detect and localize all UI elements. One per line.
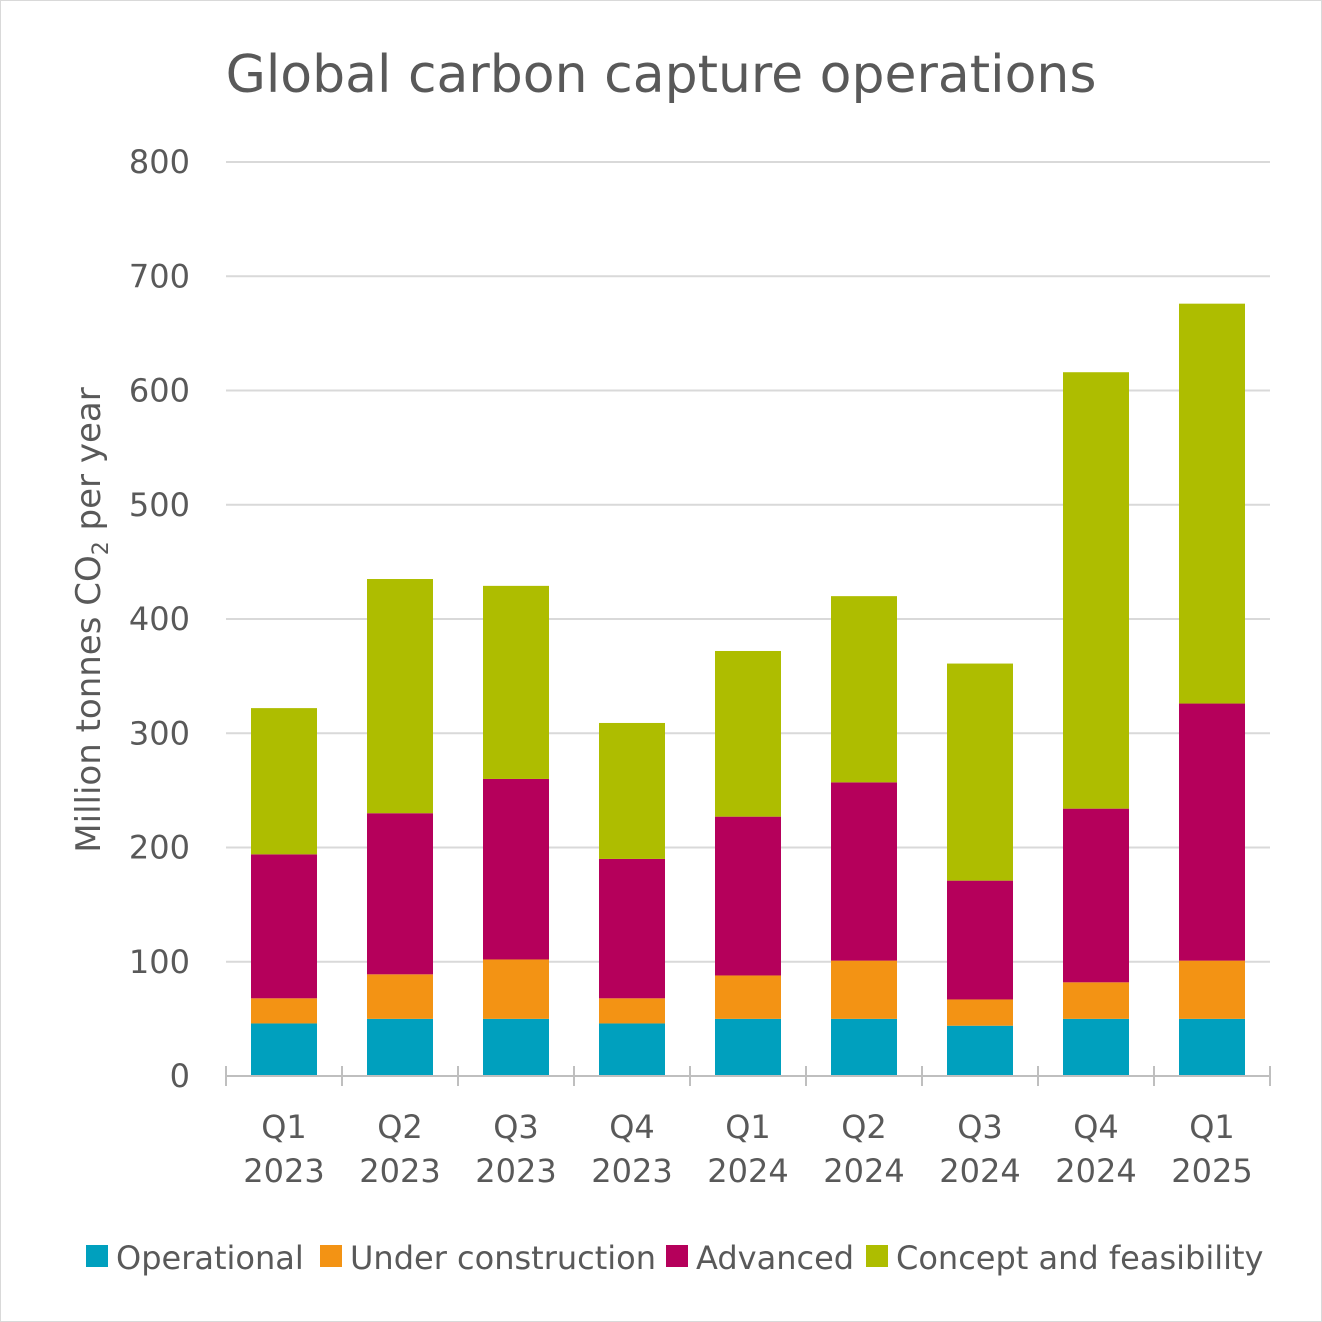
- bar-segment-concept-and-feasibility: [251, 708, 317, 855]
- y-axis-label-tail: per year: [69, 387, 109, 541]
- bar-segment-operational: [599, 1023, 665, 1076]
- x-tick-label-year: 2023: [243, 1152, 324, 1190]
- bar-segment-advanced: [483, 778, 549, 960]
- bar-segment-under-construction: [483, 959, 549, 1019]
- bar-segment-operational: [367, 1018, 433, 1076]
- bar-segment-advanced: [715, 816, 781, 976]
- bar-segment-operational: [1063, 1018, 1129, 1076]
- legend: Operational Under construction Advanced Con…: [86, 1239, 1263, 1277]
- bar-segment-under-construction: [251, 998, 317, 1024]
- legend-swatch: [86, 1245, 108, 1267]
- x-tick-label-quarter: Q1: [1189, 1108, 1235, 1146]
- bar-segment-advanced: [1063, 808, 1129, 983]
- bar-segment-concept-and-feasibility: [947, 663, 1013, 881]
- bar-segment-concept-and-feasibility: [483, 585, 549, 779]
- x-tick-label-year: 2024: [823, 1152, 904, 1190]
- y-tick-label: 200: [129, 829, 190, 867]
- x-tick-label-quarter: Q3: [493, 1108, 539, 1146]
- x-tick-label-quarter: Q3: [957, 1108, 1003, 1146]
- bar-segment-concept-and-feasibility: [599, 722, 665, 859]
- chart-title: Global carbon capture operations: [226, 45, 1097, 105]
- y-axis-ticks: 0 100 200 300 400 500 600 700 800: [129, 143, 190, 1095]
- bar-segment-advanced: [367, 813, 433, 975]
- legend-label: Operational: [116, 1239, 304, 1277]
- legend-label: Advanced: [696, 1239, 854, 1277]
- y-axis-label: Million tonnes CO2 per year: [69, 387, 114, 852]
- y-axis-label-main: Million tonnes CO: [69, 555, 109, 852]
- bar-segment-operational: [715, 1018, 781, 1076]
- bar-segment-under-construction: [831, 960, 897, 1019]
- bar-segment-operational: [251, 1023, 317, 1076]
- legend-swatch: [866, 1245, 888, 1267]
- bar-segment-advanced: [1179, 703, 1245, 961]
- legend-label: Concept and feasibility: [896, 1239, 1263, 1277]
- x-tick-label-quarter: Q2: [841, 1108, 887, 1146]
- bars: [251, 303, 1245, 1076]
- x-tick-label-year: 2023: [359, 1152, 440, 1190]
- x-tick-label-quarter: Q4: [609, 1108, 655, 1146]
- bar-segment-under-construction: [1063, 982, 1129, 1019]
- bar-segment-operational: [1179, 1018, 1245, 1076]
- x-tick-label-year: 2024: [707, 1152, 788, 1190]
- x-tick-label-year: 2023: [475, 1152, 556, 1190]
- y-tick-label: 100: [129, 943, 190, 981]
- x-tick-label-quarter: Q2: [377, 1108, 423, 1146]
- bar-segment-concept-and-feasibility: [831, 596, 897, 783]
- y-tick-label: 700: [129, 257, 190, 295]
- x-tick-label-quarter: Q4: [1073, 1108, 1119, 1146]
- y-tick-label: 800: [129, 143, 190, 181]
- y-axis-label-subscript: 2: [89, 541, 114, 555]
- y-tick-label: 600: [129, 372, 190, 410]
- bar-segment-advanced: [251, 854, 317, 999]
- bar-segment-under-construction: [367, 974, 433, 1019]
- bar-segment-concept-and-feasibility: [367, 579, 433, 814]
- x-tick-label-quarter: Q1: [725, 1108, 771, 1146]
- x-tick-label-year: 2023: [591, 1152, 672, 1190]
- x-tick-label-year: 2025: [1171, 1152, 1252, 1190]
- bar-segment-operational: [831, 1018, 897, 1076]
- bar-segment-advanced: [947, 880, 1013, 1000]
- bar-segment-advanced: [831, 782, 897, 961]
- bar-segment-under-construction: [599, 998, 665, 1024]
- legend-swatch: [666, 1245, 688, 1267]
- x-axis-ticks: Q1 2023 Q2 2023 Q3 2023 Q4 2023 Q1 2024 Q2 2024 Q3 20…: [225, 1066, 1271, 1190]
- legend-swatch: [320, 1245, 342, 1267]
- bar-segment-concept-and-feasibility: [1179, 303, 1245, 704]
- bar-segment-operational: [483, 1018, 549, 1076]
- bar-segment-under-construction: [1179, 960, 1245, 1019]
- bar-segment-concept-and-feasibility: [1063, 372, 1129, 809]
- y-tick-label: 0: [170, 1057, 190, 1095]
- bar-segment-concept-and-feasibility: [715, 650, 781, 817]
- bar-segment-operational: [947, 1025, 1013, 1076]
- x-tick-label-year: 2024: [1055, 1152, 1136, 1190]
- x-tick-label-quarter: Q1: [261, 1108, 307, 1146]
- x-tick-label-year: 2024: [939, 1152, 1020, 1190]
- bar-segment-under-construction: [947, 999, 1013, 1026]
- y-tick-label: 500: [129, 486, 190, 524]
- y-tick-label: 400: [129, 600, 190, 638]
- bar-segment-under-construction: [715, 975, 781, 1019]
- legend-label: Under construction: [350, 1239, 656, 1277]
- bar-segment-advanced: [599, 858, 665, 999]
- y-tick-label: 300: [129, 714, 190, 752]
